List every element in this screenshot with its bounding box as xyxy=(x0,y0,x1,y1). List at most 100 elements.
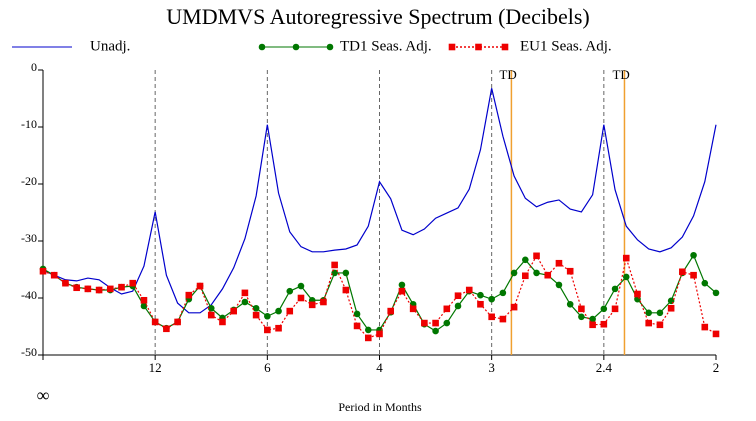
point xyxy=(667,304,675,312)
point xyxy=(151,318,159,326)
x-tick-label: 2.4 xyxy=(596,360,613,375)
point xyxy=(398,281,406,289)
point xyxy=(421,319,428,327)
y-tick-label: -20 xyxy=(21,174,37,188)
legend-label: EU1 Seas. Adj. xyxy=(520,38,612,54)
point xyxy=(387,307,395,315)
legend-marker xyxy=(448,43,456,51)
x-tick-label: 12 xyxy=(149,360,162,375)
y-tick-label: -30 xyxy=(21,231,37,245)
point xyxy=(196,282,204,290)
point xyxy=(544,271,552,279)
point xyxy=(342,286,350,294)
legend-marker xyxy=(475,43,482,51)
point xyxy=(443,305,451,313)
point xyxy=(690,271,697,279)
point xyxy=(353,310,361,318)
point xyxy=(578,313,585,321)
point xyxy=(611,305,619,313)
point xyxy=(39,267,47,275)
point xyxy=(712,289,720,297)
point xyxy=(477,300,484,308)
point xyxy=(297,282,305,290)
point xyxy=(600,305,608,313)
point xyxy=(477,291,484,299)
legend-label: TD1 Seas. Adj. xyxy=(340,38,432,54)
point xyxy=(264,326,271,334)
point xyxy=(185,291,193,299)
series-line xyxy=(42,88,717,314)
point xyxy=(690,251,697,259)
point xyxy=(320,298,327,306)
y-tick-label: 0 xyxy=(31,60,37,74)
point xyxy=(465,286,473,294)
point xyxy=(499,289,507,297)
point xyxy=(510,269,518,277)
point xyxy=(611,285,619,293)
point xyxy=(589,315,596,323)
point xyxy=(522,256,529,264)
point xyxy=(667,297,675,305)
point xyxy=(679,268,686,276)
point xyxy=(174,318,181,326)
td-label: TD xyxy=(612,67,629,82)
point xyxy=(622,254,630,262)
td-label: TD xyxy=(499,67,516,82)
point xyxy=(398,287,406,295)
point xyxy=(275,324,282,332)
point xyxy=(207,304,215,312)
point xyxy=(645,309,652,317)
point xyxy=(107,285,114,293)
point xyxy=(331,261,338,269)
x-tick-label: ∞ xyxy=(37,385,50,405)
point xyxy=(252,311,260,319)
point xyxy=(454,302,462,310)
point xyxy=(555,259,563,267)
point xyxy=(252,304,260,312)
point xyxy=(241,298,249,306)
point xyxy=(286,287,294,295)
point xyxy=(634,290,641,298)
point xyxy=(701,279,709,287)
chart-title: UMDMVS Autoregressive Spectrum (Decibels… xyxy=(166,4,589,29)
x-tick-label: 6 xyxy=(264,360,271,375)
point xyxy=(241,289,249,297)
point xyxy=(432,327,439,335)
point xyxy=(297,294,305,302)
point xyxy=(522,272,529,280)
point xyxy=(219,318,226,326)
point xyxy=(364,326,372,334)
point xyxy=(376,330,383,338)
point xyxy=(62,279,69,287)
point xyxy=(432,319,439,327)
point xyxy=(129,279,137,287)
point xyxy=(555,281,563,289)
point xyxy=(488,313,495,321)
legend-marker xyxy=(258,43,266,51)
point xyxy=(488,295,495,303)
point xyxy=(566,267,574,275)
point xyxy=(342,269,350,277)
point xyxy=(230,307,237,315)
point xyxy=(163,325,170,333)
point xyxy=(140,296,148,304)
x-axis-label: Period in Months xyxy=(338,400,422,414)
point xyxy=(645,319,652,327)
y-tick-label: -40 xyxy=(21,288,37,302)
x-tick-label: 2 xyxy=(713,360,720,375)
legend-marker xyxy=(501,43,509,51)
point xyxy=(533,252,540,260)
y-tick-label: -50 xyxy=(21,345,37,359)
point xyxy=(140,302,148,310)
point xyxy=(118,283,125,291)
point xyxy=(264,312,271,320)
point xyxy=(578,305,585,313)
point xyxy=(286,307,294,315)
point xyxy=(499,315,507,323)
x-tick-label: 4 xyxy=(376,360,383,375)
point xyxy=(84,285,92,293)
point xyxy=(701,323,709,331)
point xyxy=(443,319,451,327)
point xyxy=(622,273,630,281)
